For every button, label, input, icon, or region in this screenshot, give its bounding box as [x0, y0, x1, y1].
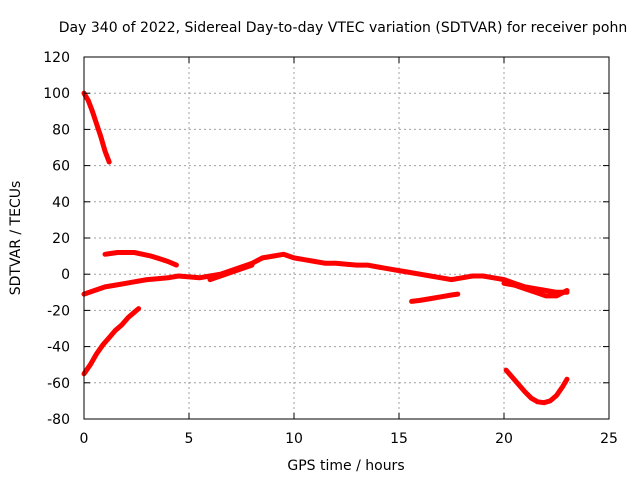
series-arc-3 — [102, 250, 179, 268]
y-axis-label: SDTVAR / TECUs — [8, 181, 24, 296]
ticks — [83, 56, 610, 420]
x-tick-label: 0 — [80, 431, 89, 447]
series-arc-6 — [503, 367, 570, 406]
y-tick-label: 20 — [52, 231, 70, 247]
series-arc-8 — [207, 262, 255, 283]
series-arc-2 — [81, 306, 142, 377]
series-arc-1 — [81, 90, 112, 165]
x-tick-label: 20 — [495, 431, 513, 447]
x-tick-label: 15 — [390, 431, 408, 447]
chart-title: Day 340 of 2022, Sidereal Day-to-day VTE… — [59, 20, 627, 36]
x-tick-label: 10 — [285, 431, 303, 447]
y-tick-label: 120 — [43, 50, 70, 66]
y-tick-label: 0 — [61, 267, 70, 283]
x-tick-label: 5 — [185, 431, 194, 447]
x-axis-label: GPS time / hours — [287, 458, 404, 474]
series-layer — [81, 90, 570, 406]
y-tick-label: 100 — [43, 86, 70, 102]
grid — [84, 57, 609, 419]
series-arc-5 — [409, 291, 461, 304]
x-tick-labels: 0 5 10 15 20 25 — [80, 431, 618, 447]
x-tick-label: 25 — [600, 431, 618, 447]
y-tick-labels: -80 -60 -40 -20 0 20 40 60 80 100 120 — [43, 50, 70, 428]
y-tick-label: 40 — [52, 195, 70, 211]
y-tick-label: 60 — [52, 159, 70, 175]
series-arc-7 — [501, 280, 570, 299]
series-arc-4 — [81, 251, 570, 297]
y-tick-label: -20 — [47, 303, 70, 319]
y-tick-label: -60 — [47, 376, 70, 392]
y-tick-label: -80 — [47, 412, 70, 428]
y-tick-label: -40 — [47, 340, 70, 356]
y-tick-label: 80 — [52, 122, 70, 138]
